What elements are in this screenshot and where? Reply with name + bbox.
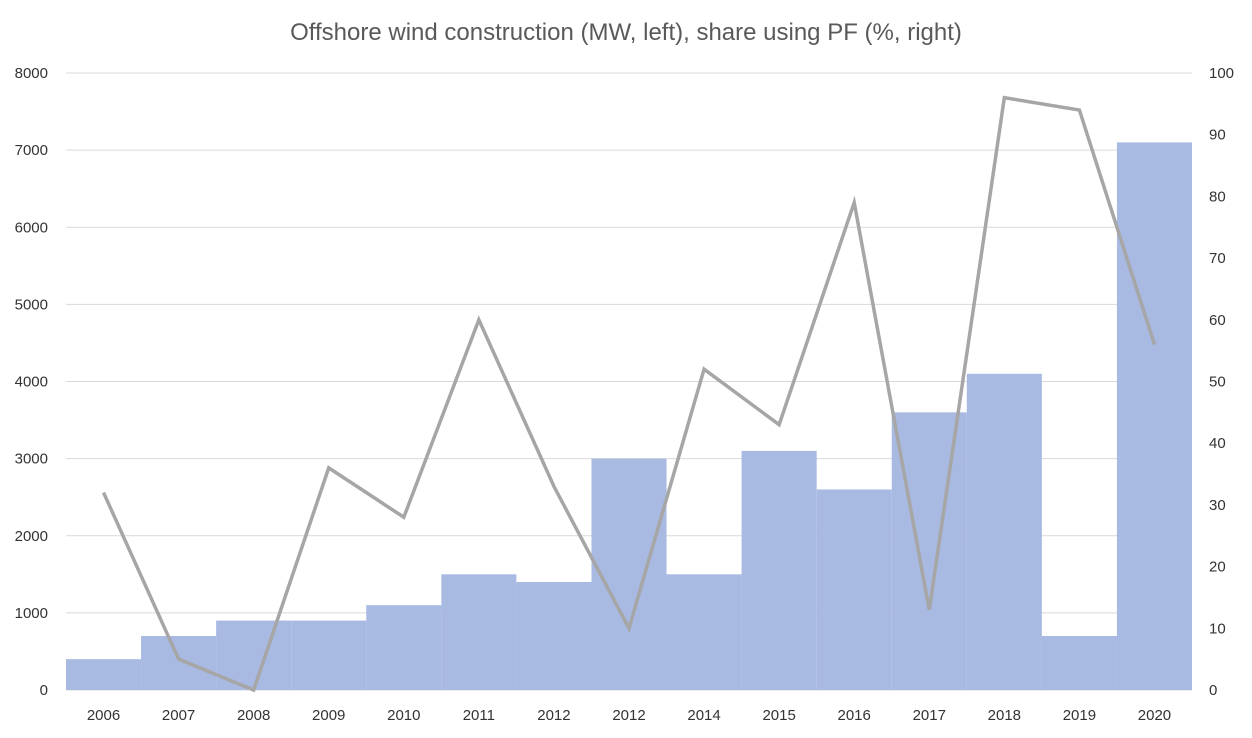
left-tick-label: 0 (40, 682, 48, 699)
right-tick-label: 90 (1209, 127, 1226, 144)
x-tick-label: 2016 (838, 707, 871, 724)
bar-series (66, 142, 1192, 691)
x-tick-label: 2006 (87, 707, 120, 724)
right-axis-ticks: 0 10 20 30 40 50 60 70 80 90 100 (1209, 65, 1234, 699)
left-tick-label: 3000 (15, 451, 48, 468)
bar (891, 412, 967, 690)
x-tick-label: 2012 (612, 707, 645, 724)
right-tick-label: 80 (1209, 188, 1226, 205)
left-tick-label: 7000 (15, 142, 48, 159)
right-tick-label: 40 (1209, 435, 1226, 452)
x-tick-label: 2014 (687, 707, 720, 724)
right-tick-label: 20 (1209, 559, 1226, 576)
x-tick-label: 2010 (387, 707, 420, 724)
right-tick-label: 10 (1209, 620, 1226, 637)
left-tick-label: 4000 (15, 374, 48, 391)
right-tick-label: 0 (1209, 682, 1217, 699)
x-tick-label: 2008 (237, 707, 270, 724)
bar (366, 605, 442, 690)
line-series (101, 95, 1157, 693)
x-tick-label: 2007 (162, 707, 195, 724)
bar (741, 450, 817, 690)
x-tick-label: 2009 (312, 707, 345, 724)
x-axis-ticks: 2006 2007 2008 2009 2010 2011 2012 2012 2014 2015… (87, 707, 1171, 724)
x-tick-label: 2015 (762, 707, 795, 724)
gridlines (66, 72, 1192, 691)
bar (816, 489, 892, 690)
x-tick-label: 2018 (988, 707, 1021, 724)
right-tick-label: 30 (1209, 497, 1226, 514)
x-tick-label: 2019 (1063, 707, 1096, 724)
chart-title: Offshore wind construction (MW, left), s… (290, 19, 962, 46)
right-tick-label: 70 (1209, 250, 1226, 267)
bar (66, 659, 142, 690)
x-tick-label: 2017 (913, 707, 946, 724)
series-line (101, 95, 1157, 693)
right-tick-label: 100 (1209, 65, 1234, 82)
x-tick-label: 2011 (463, 707, 495, 724)
bar (966, 373, 1042, 690)
bar (516, 582, 592, 690)
x-tick-label: 2012 (537, 707, 570, 724)
bar (1116, 142, 1192, 691)
bar (441, 574, 517, 690)
left-axis-ticks: 0 1000 2000 3000 4000 5000 6000 7000 8000 (15, 65, 48, 699)
right-tick-label: 50 (1209, 374, 1226, 391)
left-tick-label: 2000 (15, 528, 48, 545)
x-tick-label: 2020 (1138, 707, 1171, 724)
bar (591, 458, 667, 690)
bar (291, 620, 367, 690)
bar (141, 636, 217, 690)
left-tick-label: 5000 (15, 296, 48, 313)
left-tick-label: 8000 (15, 65, 48, 82)
left-tick-label: 6000 (15, 219, 48, 236)
left-tick-label: 1000 (15, 605, 48, 622)
bar (1041, 636, 1117, 690)
bar (666, 574, 742, 690)
right-tick-label: 60 (1209, 312, 1226, 329)
